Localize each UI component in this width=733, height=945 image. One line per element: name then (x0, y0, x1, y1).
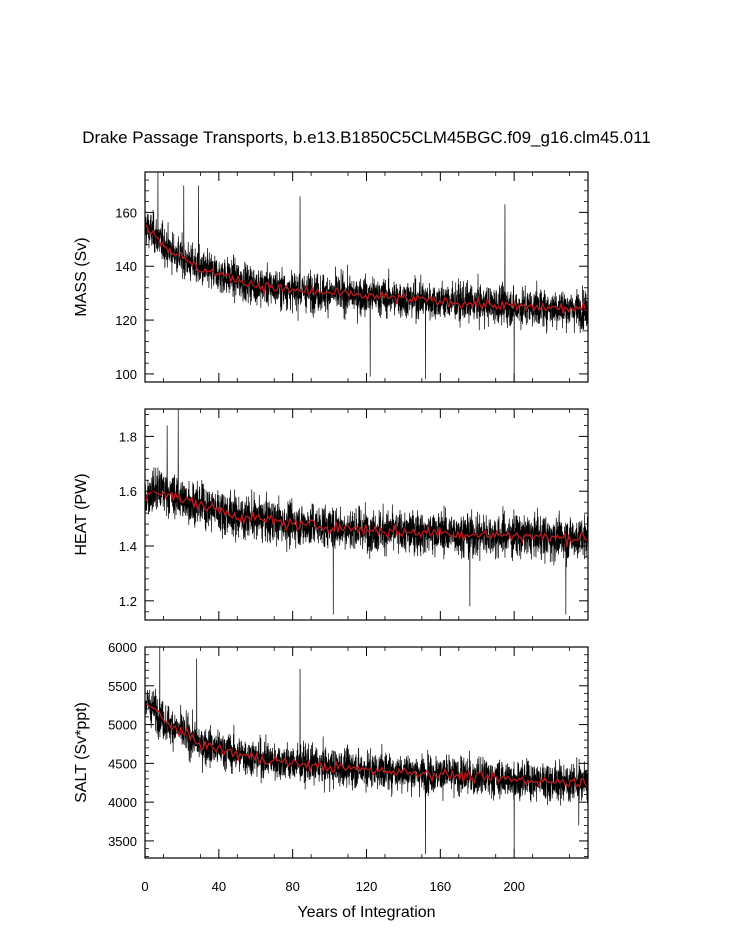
mass-ytick-label: 140 (115, 259, 137, 274)
salt-ytick-label: 6000 (108, 640, 137, 655)
mass-ytick-label: 100 (115, 367, 137, 382)
heat-ytick-label: 1.4 (119, 539, 137, 554)
xtick-label: 40 (212, 879, 226, 894)
mass-ylabel: MASS (Sv) (73, 237, 90, 316)
mass-ytick-label: 120 (115, 313, 137, 328)
heat-ytick-label: 1.8 (119, 429, 137, 444)
heat-ylabel: HEAT (PW) (73, 473, 90, 555)
chart-title: Drake Passage Transports, b.e13.B1850C5C… (82, 128, 651, 147)
mass-annual-mean-series (145, 224, 588, 314)
xtick-label: 0 (141, 879, 148, 894)
xtick-label: 160 (429, 879, 451, 894)
xtick-label: 80 (285, 879, 299, 894)
heat-ytick-label: 1.2 (119, 594, 137, 609)
mass-ytick-label: 160 (115, 205, 137, 220)
xtick-label: 200 (503, 879, 525, 894)
xtick-label: 120 (356, 879, 378, 894)
heat-ytick-label: 1.6 (119, 484, 137, 499)
salt-ytick-label: 4500 (108, 756, 137, 771)
salt-ytick-label: 5000 (108, 718, 137, 733)
xlabel: Years of Integration (297, 904, 435, 921)
salt-ytick-label: 5500 (108, 679, 137, 694)
mass-monthly-series (144, 171, 589, 383)
salt-annual-mean-series (145, 703, 588, 789)
salt-ytick-label: 4000 (108, 795, 137, 810)
heat-annual-mean-series (145, 490, 588, 548)
salt-ytick-label: 3500 (108, 834, 137, 849)
salt-monthly-series (144, 646, 589, 855)
heat-monthly-series (144, 408, 589, 615)
salt-ylabel: SALT (Sv*ppt) (73, 702, 90, 803)
